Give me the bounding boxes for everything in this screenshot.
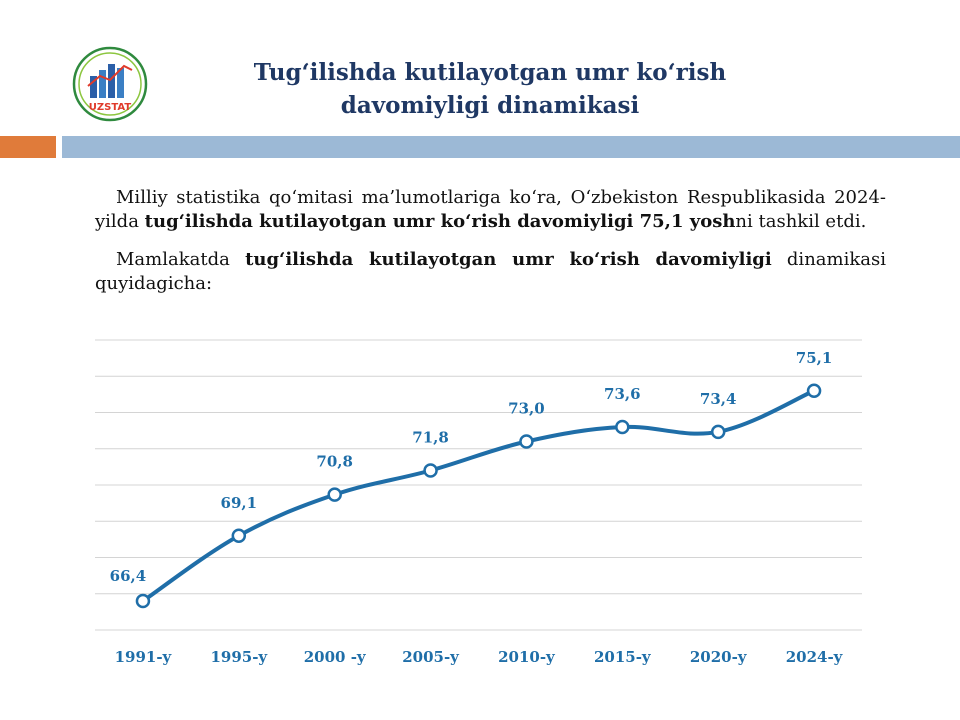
- logo-bar-3: [108, 64, 115, 98]
- data-label: 73,6: [604, 385, 641, 403]
- paragraph-1-text-b: ni tashkil etdi.: [735, 211, 867, 232]
- data-label: 66,4: [110, 567, 147, 585]
- x-tick-label: 2020-y: [690, 648, 748, 666]
- logo-trend-line: [87, 64, 133, 87]
- data-point: [423, 463, 438, 478]
- data-point: [710, 424, 726, 440]
- logo-inner-ring: [78, 52, 142, 116]
- body-text: Milliy statistika qo‘mitasi ma’lumotlari…: [95, 186, 886, 310]
- x-tick-label: 2015-y: [594, 648, 652, 666]
- data-label: 71,8: [412, 429, 449, 447]
- logo-bar-2: [99, 70, 106, 98]
- data-point: [519, 434, 534, 449]
- paragraph-2-bold: tug‘ilishda kutilayotgan umr ko‘rish dav…: [245, 249, 772, 270]
- data-point: [615, 419, 630, 435]
- paragraph-1-text-a: Milliy statistika qo‘mitasi ma’lumotlari…: [95, 187, 886, 232]
- data-label: 73,0: [508, 400, 545, 418]
- uzstat-logo: UZSTAT: [72, 46, 148, 122]
- logo-text: UZSTAT: [89, 102, 132, 113]
- paragraph-1-bold: tug‘ilishda kutilayotgan umr ko‘rish dav…: [144, 211, 736, 232]
- data-label: 75,1: [796, 349, 833, 367]
- x-tick-label: 2024-y: [786, 648, 844, 666]
- accent-bar-orange: [0, 136, 56, 158]
- data-point: [135, 593, 151, 609]
- page-title: Tug‘ilishda kutilayotgan umr ko‘rish dav…: [253, 59, 727, 119]
- data-label: 73,4: [700, 390, 737, 408]
- data-point: [231, 528, 247, 543]
- logo-bar-1: [90, 76, 97, 98]
- data-label: 69,1: [221, 494, 258, 512]
- data-point: [806, 383, 822, 398]
- paragraph-2-text-a: Mamlakatda: [116, 249, 246, 270]
- x-tick-label: 1995-y: [210, 648, 268, 666]
- data-point: [327, 487, 342, 502]
- accent-bar-blue: [62, 136, 960, 158]
- life-expectancy-chart: 66,4 69,1 70,8 71,8 73,0 73,6 73,4 75,1 1991-y 19…: [95, 339, 862, 666]
- data-label: 70,8: [316, 453, 353, 471]
- x-tick-label: 2005-y: [402, 648, 460, 666]
- paragraph-2: Mamlakatda tug‘ilishda kutilayotgan umr …: [95, 248, 886, 296]
- x-tick-label: 2000 -y: [304, 648, 367, 666]
- x-tick-label: 1991-y: [115, 648, 173, 666]
- logo-bar-4: [117, 68, 124, 98]
- x-tick-label: 2010-y: [498, 648, 556, 666]
- paragraph-1: Milliy statistika qo‘mitasi ma’lumotlari…: [95, 186, 886, 234]
- paragraph-2-text-b: dinamikasi quyidagicha:: [95, 249, 886, 294]
